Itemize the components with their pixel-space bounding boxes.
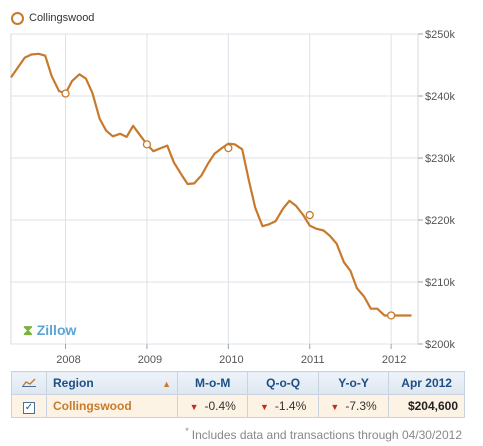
region-column-header[interactable]: Region ▲ xyxy=(46,371,178,395)
y-tick-label: $220k xyxy=(425,215,455,227)
yoy-value: -7.3% xyxy=(345,399,377,413)
zillow-wordmark: Zillow xyxy=(36,322,77,338)
x-tick-label: 2012 xyxy=(382,354,406,366)
legend-series-label: Collingswood xyxy=(29,12,95,24)
current-value-cell: $204,600 xyxy=(388,394,465,418)
region-header-label: Region xyxy=(53,376,94,390)
circle-marker-icon xyxy=(11,11,24,25)
chart-legend: Collingswood xyxy=(11,10,94,26)
plot-area xyxy=(10,33,419,345)
checkbox-cell[interactable]: ✓ xyxy=(11,394,47,418)
table-row: ✓ Collingswood ▼ -0.4% ▼ -1.4% ▼ -7.3% $204… xyxy=(11,394,465,418)
date-column-header[interactable]: Apr 2012 xyxy=(388,371,465,395)
stats-table: Region ▲ M-o-M Q-o-Q Y-o-Y Apr 2012 ✓ Co… xyxy=(11,371,465,418)
data-point-marker xyxy=(386,311,396,320)
down-arrow-icon: ▼ xyxy=(189,402,199,412)
x-tick-label: 2008 xyxy=(56,354,80,366)
y-tick-label: $200k xyxy=(425,339,455,351)
x-tick-label: 2009 xyxy=(138,354,162,366)
mom-column-header[interactable]: M-o-M xyxy=(176,371,249,395)
mom-value: -0.4% xyxy=(204,399,236,413)
data-point-marker xyxy=(224,143,233,153)
series-line-collingswood xyxy=(10,52,412,317)
zillow-watermark: ⧗ Zillow xyxy=(23,322,76,339)
yoy-cell: ▼ -7.3% xyxy=(317,394,390,418)
sort-arrow-icon: ▲ xyxy=(162,379,171,389)
qoq-column-header[interactable]: Q-o-Q xyxy=(247,371,319,395)
y-tick-label: $210k xyxy=(425,277,455,289)
stats-header-row: Region ▲ M-o-M Q-o-Q Y-o-Y Apr 2012 xyxy=(11,371,465,395)
x-tick-label: 2010 xyxy=(219,354,243,366)
qoq-cell: ▼ -1.4% xyxy=(247,394,319,418)
line-chart: $200k $210k $220k $230k $240k $250k 2008 2009 20… xyxy=(10,29,455,366)
data-point-marker xyxy=(61,89,70,98)
region-cell: Collingswood xyxy=(46,394,178,418)
qoq-value: -1.4% xyxy=(274,399,307,413)
down-arrow-icon: ▼ xyxy=(259,402,269,412)
chart-column-header[interactable] xyxy=(11,371,47,395)
yoy-column-header[interactable]: Y-o-Y xyxy=(317,371,390,395)
y-tick-label: $250k xyxy=(425,29,455,41)
mom-cell: ▼ -0.4% xyxy=(176,394,249,418)
y-tick-label: $240k xyxy=(425,91,455,103)
footnote-star: * xyxy=(185,426,189,436)
y-tick-label: $230k xyxy=(425,153,455,165)
x-tick-label: 2011 xyxy=(301,354,325,366)
down-arrow-icon: ▼ xyxy=(330,402,340,412)
footnote-text: Includes data and transactions through 0… xyxy=(191,428,462,442)
data-point-marker xyxy=(142,140,152,149)
chart-icon xyxy=(22,378,36,387)
data-point-marker xyxy=(305,210,314,220)
checkbox-icon[interactable]: ✓ xyxy=(23,401,35,414)
footnote: * Includes data and transactions through … xyxy=(0,426,462,442)
zillow-logo-icon: ⧗ xyxy=(23,322,33,338)
